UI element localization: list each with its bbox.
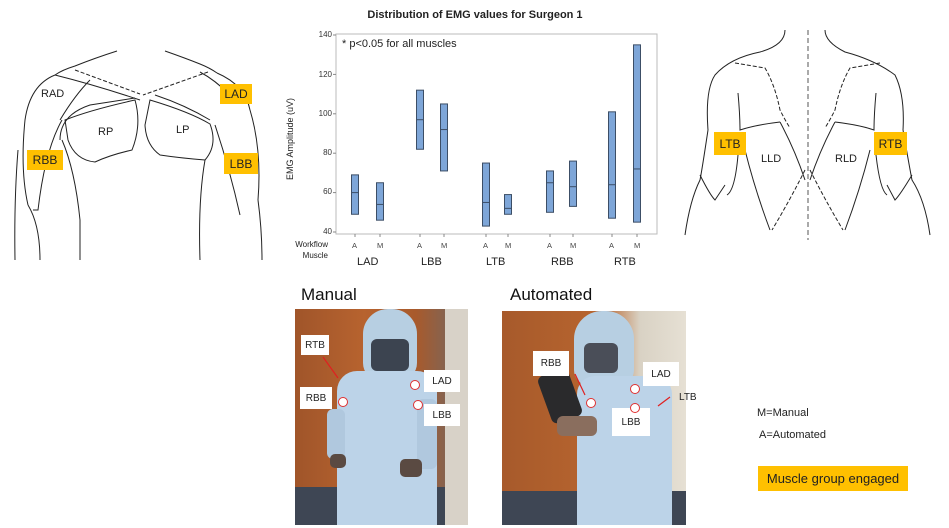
tag-lbb: LBB: [224, 153, 258, 174]
automated-callout-rbb: RBB: [533, 351, 569, 376]
tag-rbb: RBB: [27, 150, 63, 170]
legend-automated-definition: A=Automated: [759, 429, 826, 441]
legend-muscle-group-engaged: Muscle group engaged: [758, 466, 908, 491]
label-rp: RP: [98, 126, 114, 138]
box-rbb-m: [569, 160, 577, 237]
visor: [371, 339, 409, 371]
sensor-marker: [630, 384, 640, 394]
workflow-tick-label: A: [417, 241, 423, 250]
box-lbb-m: [440, 103, 448, 237]
box-ltb-m: [504, 194, 512, 237]
muscle-category-label: LBB: [421, 256, 442, 268]
ytick-100: 100: [318, 109, 332, 118]
box-ltb-a: [482, 162, 490, 237]
automated-callout-lbb: LBB: [612, 408, 650, 436]
muscle-category-label: LAD: [357, 256, 379, 268]
manual-callout-rbb: RBB: [300, 387, 332, 409]
ytick-40: 40: [323, 227, 332, 236]
workflow-tick-label: M: [570, 241, 577, 250]
manual-callout-lbb: LBB: [424, 404, 460, 426]
workflow-tick-label: M: [441, 241, 448, 250]
back-body-outline: [684, 29, 931, 240]
tag-lad: LAD: [220, 84, 252, 104]
chart-title: Distribution of EMG values for Surgeon 1: [367, 9, 583, 21]
box-lbb-a: [416, 89, 424, 237]
automated-photo-title: Automated: [510, 285, 593, 304]
tag-rtb: RTB: [874, 132, 907, 155]
muscle-category-label: RTB: [614, 256, 636, 268]
workflow-tick-label: A: [352, 241, 358, 250]
front-body-outline: [14, 50, 263, 261]
manual-photo-title: Manual: [301, 285, 357, 304]
sensor-marker: [586, 398, 596, 408]
manual-photo: [295, 309, 468, 525]
visor: [584, 343, 618, 373]
box-rbb-a: [546, 170, 554, 237]
box-rtb-m: [633, 44, 641, 237]
muscle-category-label: RBB: [551, 256, 574, 268]
label-lld: LLD: [761, 153, 782, 165]
label-rld: RLD: [835, 153, 858, 165]
workflow-tick-label: A: [483, 241, 489, 250]
muscle-row-label: Muscle: [302, 251, 328, 260]
manual-callout-lad: LAD: [424, 370, 460, 392]
automated-callout-ltb: LTB: [679, 392, 697, 403]
manual-callout-rtb: RTB: [301, 335, 329, 355]
box-lad-a: [351, 174, 359, 237]
label-rad: RAD: [41, 88, 65, 100]
plot-area: [333, 33, 658, 237]
automated-callout-lad: LAD: [643, 362, 679, 386]
box-lad-m: [376, 182, 384, 237]
sensor-marker: [630, 403, 640, 413]
glove: [330, 454, 346, 468]
legend-manual-definition: M=Manual: [757, 407, 809, 419]
workflow-tick-label: A: [609, 241, 615, 250]
glove: [400, 459, 422, 477]
workflow-tick-label: A: [547, 241, 553, 250]
automated-photo: [502, 311, 686, 525]
glove: [557, 416, 597, 436]
muscle-category-label: LTB: [486, 256, 506, 268]
significance-note: * p<0.05 for all muscles: [342, 38, 457, 50]
workflow-tick-label: M: [505, 241, 512, 250]
workflow-row-label: Workflow: [295, 240, 328, 249]
box-rtb-a: [608, 111, 616, 237]
workflow-tick-label: M: [377, 241, 384, 250]
workflow-tick-label: M: [634, 241, 641, 250]
sensor-marker: [410, 380, 420, 390]
ytick-60: 60: [323, 187, 332, 196]
ytick-80: 80: [323, 148, 332, 157]
sensor-marker: [413, 400, 423, 410]
ytick-120: 120: [318, 70, 332, 79]
ytick-140: 140: [318, 30, 332, 39]
tag-ltb: LTB: [714, 132, 746, 155]
label-lp: LP: [176, 124, 190, 136]
sensor-marker: [338, 397, 348, 407]
right-arm: [327, 409, 345, 459]
